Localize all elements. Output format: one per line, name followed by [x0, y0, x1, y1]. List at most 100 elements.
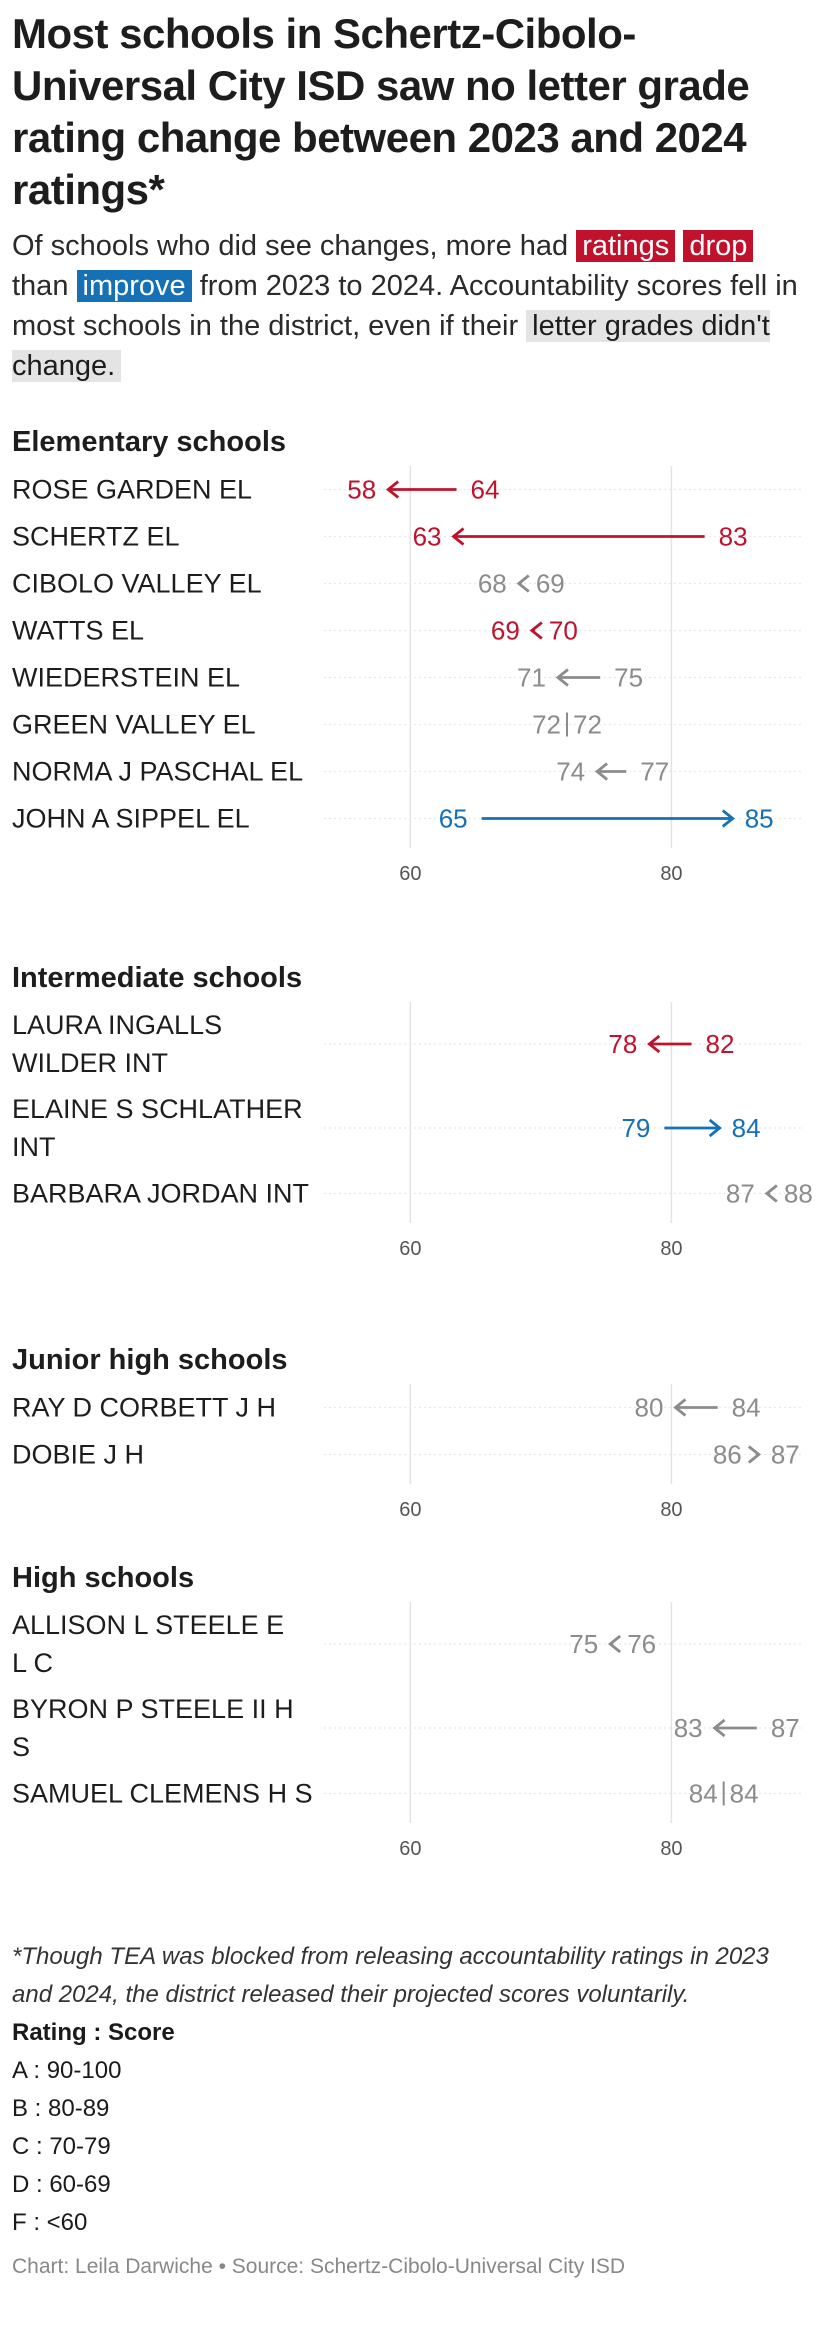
tick-label-80: 80 [660, 1838, 682, 1860]
value-label-2024: 63 [413, 522, 442, 552]
value-label-2023: 84 [730, 1779, 759, 1809]
value-label-2024: 71 [517, 663, 546, 693]
value-label-2023: 82 [706, 1029, 735, 1059]
row-label: ELAINE S SCHLATHER INT [12, 1094, 303, 1162]
arrowhead-icon [764, 1184, 778, 1203]
footnote-text: *Though TEA was blocked from releasing a… [12, 1943, 769, 2008]
value-label-2023: 84 [732, 1393, 761, 1423]
value-label-2024: 69 [491, 616, 520, 646]
value-label-2024: 75 [569, 1629, 598, 1659]
row-label: NORMA J PASCHAL EL [12, 757, 303, 787]
row-label: SCHERTZ EL [12, 522, 180, 552]
tick-label-60: 60 [399, 1499, 421, 1521]
arrowhead-icon [721, 809, 735, 828]
row-label: JOHN A SIPPEL EL [12, 804, 250, 834]
value-label-2024: 78 [608, 1029, 637, 1059]
value-label-2024: 87 [771, 1440, 800, 1470]
rating-legend-d: D : 60-69 [12, 2171, 111, 2198]
section-title: Elementary schools [12, 426, 286, 458]
section-2: Junior high schools 60 80 RAY D CORBETT J H… [12, 1340, 812, 1534]
highlight-ratings: ratings [576, 230, 676, 262]
arrowhead-icon [712, 1718, 726, 1738]
rating-legend-a: A : 90-100 [12, 2057, 122, 2084]
rating-legend-f: F : <60 [12, 2209, 88, 2236]
rating-legend-b: B : 80-89 [12, 2095, 110, 2122]
arrowhead-icon [747, 1445, 762, 1464]
section-plot: 60 80 LAURA INGALLS WILDER INT 82 78 ELAINE S … [12, 1002, 813, 1260]
arrowhead-icon [516, 574, 530, 593]
footnote-block: *Though TEA was blocked from releasing a… [12, 1938, 812, 2286]
arrowhead-icon [529, 621, 543, 640]
row-label: GREEN VALLEY EL [12, 710, 256, 740]
section-title: High schools [12, 1562, 195, 1594]
value-label-2023: 86 [713, 1440, 742, 1470]
highlight-drop: drop [683, 230, 754, 262]
value-label-2024: 58 [347, 475, 376, 505]
subtitle-text-2: than [12, 270, 69, 302]
section-plot: 60 80 RAY D CORBETT J H 84 80 DOBIE J H 86 87 [12, 1384, 802, 1521]
arrowhead-icon [385, 480, 400, 499]
section-title: Intermediate schools [12, 962, 303, 994]
value-label-2023: 77 [640, 757, 669, 787]
value-label-2023: 70 [549, 616, 578, 646]
value-label-2023: 79 [621, 1113, 650, 1143]
subtitle-text-3: from 2023 to 2024. [199, 270, 444, 302]
rating-legend-c: C : 70-79 [12, 2133, 111, 2160]
row-label: BARBARA JORDAN INT [12, 1179, 309, 1209]
section-0: Elementary schools 60 80 ROSE GARDEN EL 64 58… [12, 422, 812, 898]
chart-subtitle: Of schools who did see changes, more had… [12, 226, 812, 386]
section-plot: 60 80 ROSE GARDEN EL 64 58 SCHERTZ EL 83 63 CIBO… [12, 466, 802, 885]
highlight-improve: improve [76, 270, 192, 302]
section-title: Junior high schools [12, 1344, 288, 1376]
value-label-2024: 85 [745, 804, 774, 834]
arrowhead-icon [555, 668, 569, 687]
value-label-2023: 87 [771, 1713, 800, 1743]
arrowhead-icon [451, 527, 465, 546]
value-label-2024: 72 [532, 710, 561, 740]
value-label-2023: 69 [536, 569, 565, 599]
value-label-2023: 76 [627, 1629, 656, 1659]
chart-container: Most schools in Schertz-Cibolo-Universal… [12, 8, 812, 386]
value-label-2023: 65 [439, 804, 468, 834]
tick-label-60: 60 [399, 1238, 421, 1260]
tick-label-80: 80 [660, 863, 682, 885]
value-label-2024: 83 [674, 1713, 703, 1743]
row-label: CIBOLO VALLEY EL [12, 569, 262, 599]
tick-label-60: 60 [399, 863, 421, 885]
value-label-2024: 84 [689, 1779, 718, 1809]
value-label-2024: 84 [732, 1113, 761, 1143]
value-label-2023: 72 [573, 710, 602, 740]
tick-label-80: 80 [660, 1238, 682, 1260]
value-label-2024: 87 [726, 1179, 755, 1209]
tick-label-60: 60 [399, 1838, 421, 1860]
value-label-2023: 75 [614, 663, 643, 693]
arrowhead-icon [607, 1634, 622, 1654]
row-label: SAMUEL CLEMENS H S [12, 1779, 313, 1809]
arrowhead-icon [673, 1398, 687, 1417]
chart-title: Most schools in Schertz-Cibolo-Universal… [12, 10, 750, 213]
row-label: ROSE GARDEN EL [12, 475, 252, 505]
tick-label-80: 80 [660, 1499, 682, 1521]
subtitle-text-4: Accountability scores fell in most schoo… [12, 270, 798, 342]
value-label-2023: 88 [784, 1179, 813, 1209]
row-label: RAY D CORBETT J H [12, 1393, 276, 1423]
subtitle-text-1: Of schools who did see changes, more had [12, 230, 569, 262]
row-label: DOBIE J H [12, 1440, 144, 1470]
row-label: WIEDERSTEIN EL [12, 663, 240, 693]
value-label-2024: 74 [556, 757, 585, 787]
arrowhead-icon [708, 1118, 722, 1138]
section-1: Intermediate schools 60 80 LAURA INGALLS WIL… [12, 958, 813, 1273]
arrowhead-icon [594, 762, 608, 781]
chart-credit: Chart: Leila Darwiche • Source: Schertz-… [12, 2255, 626, 2278]
rating-legend-title: Rating : Score [12, 2019, 175, 2046]
value-label-2024: 68 [478, 569, 507, 599]
value-label-2024: 80 [635, 1393, 664, 1423]
arrowhead-icon [647, 1034, 661, 1054]
row-label: LAURA INGALLS WILDER INT [12, 1010, 222, 1078]
value-label-2023: 64 [471, 475, 500, 505]
row-label: WATTS EL [12, 616, 144, 646]
